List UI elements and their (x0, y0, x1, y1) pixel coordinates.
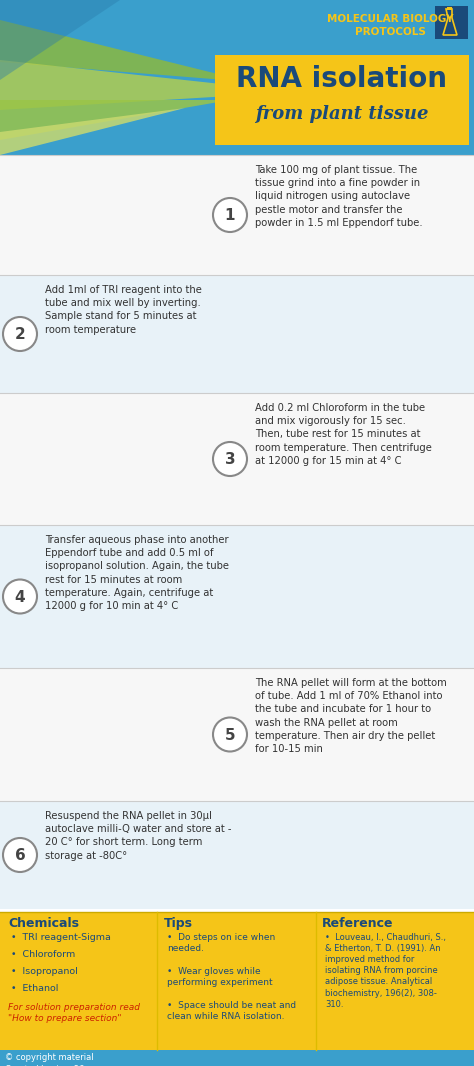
Bar (0, 912, 474, 1050)
Circle shape (3, 317, 37, 351)
Circle shape (213, 442, 247, 477)
Polygon shape (0, 0, 120, 80)
Text: •  Isopropanol: • Isopropanol (11, 967, 78, 976)
Text: 5: 5 (225, 727, 235, 743)
Text: •  Do steps on ice when
needed.: • Do steps on ice when needed. (167, 933, 275, 953)
Text: 4: 4 (15, 589, 25, 604)
Text: •  Louveau, I., Chaudhuri, S.,
& Etherton, T. D. (1991). An
improved method for
: • Louveau, I., Chaudhuri, S., & Etherton… (325, 933, 446, 1008)
Bar (0, 393, 474, 524)
Text: •  Chloroform: • Chloroform (11, 950, 75, 959)
Circle shape (213, 717, 247, 752)
Bar (447, 7, 453, 10)
Text: "How to prepare section": "How to prepare section" (8, 1014, 121, 1023)
Polygon shape (0, 60, 295, 110)
Text: Resuspend the RNA pellet in 30μl
autoclave milli-Q water and store at -
20 C° fo: Resuspend the RNA pellet in 30μl autocla… (45, 811, 231, 860)
Bar (0, 0, 474, 155)
Text: •  Space should be neat and
clean while RNA isolation.: • Space should be neat and clean while R… (167, 1001, 296, 1021)
Bar (215, 55, 469, 145)
Text: Add 0.2 ml Chloroform in the tube
and mix vigorously for 15 sec.
Then, tube rest: Add 0.2 ml Chloroform in the tube and mi… (255, 403, 432, 466)
Text: 6: 6 (15, 847, 26, 863)
Polygon shape (0, 20, 250, 82)
Text: Add 1ml of TRI reagent into the
tube and mix well by inverting.
Sample stand for: Add 1ml of TRI reagent into the tube and… (45, 285, 202, 335)
Text: Take 100 mg of plant tissue. The
tissue grind into a fine powder in
liquid nitro: Take 100 mg of plant tissue. The tissue … (255, 165, 423, 228)
Text: Chemicals: Chemicals (8, 917, 79, 930)
Circle shape (3, 838, 37, 872)
Polygon shape (0, 100, 230, 140)
Text: 3: 3 (225, 452, 235, 467)
Text: insa86: insa86 (82, 437, 392, 663)
Text: Transfer aqueous phase into another
Eppendorf tube and add 0.5 ml of
isopropanol: Transfer aqueous phase into another Eppe… (45, 535, 229, 611)
Bar (0, 668, 474, 801)
Bar (0, 801, 474, 909)
Text: © copyright material
Created by: insa86: © copyright material Created by: insa86 (5, 1053, 94, 1066)
Bar (0, 275, 474, 393)
Text: 2: 2 (15, 327, 26, 342)
Bar (0, 155, 474, 275)
Circle shape (213, 198, 247, 232)
Bar (0, 1050, 474, 1066)
Text: For solution preparation read: For solution preparation read (8, 1003, 140, 1012)
Text: 1: 1 (225, 208, 235, 223)
Bar (0, 524, 474, 668)
Text: PROTOCOLS: PROTOCOLS (355, 27, 426, 37)
Text: •  Ethanol: • Ethanol (11, 984, 58, 994)
Text: The RNA pellet will form at the bottom
of tube. Add 1 ml of 70% Ethanol into
the: The RNA pellet will form at the bottom o… (255, 678, 447, 754)
Text: MOLECULAR BIOLOGY: MOLECULAR BIOLOGY (327, 14, 453, 25)
Text: from plant tissue: from plant tissue (255, 104, 429, 123)
Polygon shape (0, 108, 185, 155)
Text: Tips: Tips (164, 917, 193, 930)
Text: •  TRI reagent-Sigma: • TRI reagent-Sigma (11, 933, 111, 942)
Text: •  Wear gloves while
performing experiment: • Wear gloves while performing experimen… (167, 967, 273, 987)
Circle shape (3, 580, 37, 614)
Text: Reference: Reference (322, 917, 393, 930)
Text: RNA isolation: RNA isolation (237, 65, 447, 93)
Bar (435, 6, 468, 39)
